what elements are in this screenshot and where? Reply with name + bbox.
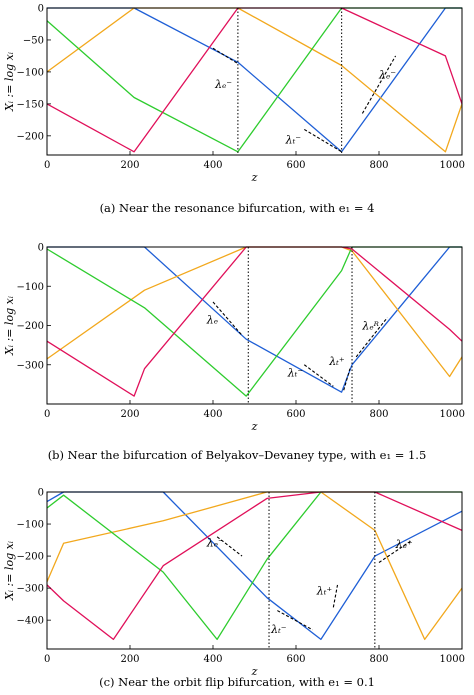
annotation-segment-2 xyxy=(361,55,397,114)
x-tick-label-3: 600 xyxy=(286,160,305,171)
annotation-segment-3 xyxy=(355,317,388,358)
x-tick-label-1: 200 xyxy=(120,654,139,665)
y-tick-label-0: 0 xyxy=(38,4,44,15)
annotation-segment-1 xyxy=(277,610,313,631)
annotation-label-1: λₜ⁻ xyxy=(270,623,287,636)
series-line-2 xyxy=(46,246,462,397)
annotation-label-1: λₜ⁻ xyxy=(285,133,302,146)
panel-c: λₑ⁻ λₜ⁻ λₜ⁺ λₑ⁺ 0 200 400 600 800 1000 0 −100 −200 −3… xyxy=(3,488,465,690)
x-tick-label-4: 800 xyxy=(369,160,388,171)
series-line-1 xyxy=(46,7,463,153)
panel-caption: (c) Near the orbit flip bifurcation, wit… xyxy=(99,675,375,689)
x-tick-label-0: 0 xyxy=(44,409,50,420)
x-tick-label-0: 0 xyxy=(44,160,50,171)
annotation-label-3: λₑᴿ xyxy=(361,319,378,332)
panel-caption: (b) Near the bifurcation of Belyakov–Dev… xyxy=(48,448,427,462)
y-tick-label-2: −200 xyxy=(17,321,44,332)
annotation-label-0: λₑ xyxy=(206,314,218,327)
annotation-label-1: λₜ⁻ xyxy=(287,367,304,380)
x-tick-label-1: 200 xyxy=(120,409,139,420)
annotation-segment-1 xyxy=(303,364,334,387)
panel-caption: (a) Near the resonance bifurcation, with… xyxy=(100,201,375,215)
y-tick-label-2: −200 xyxy=(17,552,44,563)
annotation-segment-2 xyxy=(332,584,339,608)
annotation-segment-1 xyxy=(304,128,342,153)
y-axis-label: Xᵢ := log xᵢ xyxy=(3,296,16,356)
x-tick-label-0: 0 xyxy=(44,654,50,665)
y-tick-label-0: 0 xyxy=(38,488,44,499)
y-tick-label-1: −100 xyxy=(17,282,44,293)
x-tick-label-5: 1000 xyxy=(440,409,465,420)
plot-frame xyxy=(46,7,463,156)
series-line-0 xyxy=(46,491,463,641)
y-axis-label: Xᵢ := log xᵢ xyxy=(3,52,16,112)
annotation-segment-2 xyxy=(343,368,351,391)
x-tick-label-3: 600 xyxy=(286,654,305,665)
annotation-label-3: λₑ⁺ xyxy=(395,538,413,551)
series-line-0 xyxy=(47,7,462,153)
x-tick-label-4: 800 xyxy=(369,409,388,420)
x-tick-label-4: 800 xyxy=(369,654,388,665)
y-axis-label: Xᵢ := log xᵢ xyxy=(3,541,16,601)
x-tick-label-1: 200 xyxy=(120,160,139,171)
x-axis-label: z xyxy=(251,665,258,678)
plot-frame xyxy=(46,491,463,650)
y-tick-label-3: −300 xyxy=(17,584,44,595)
y-tick-label-4: −400 xyxy=(17,616,44,627)
x-axis-label: z xyxy=(251,420,258,433)
series-line-2 xyxy=(46,491,462,641)
y-tick-label-3: −150 xyxy=(17,99,44,110)
y-tick-label-4: −200 xyxy=(17,131,44,142)
series-line-3 xyxy=(46,491,463,641)
x-tick-label-2: 400 xyxy=(203,160,222,171)
y-tick-label-2: −100 xyxy=(17,67,44,78)
annotation-label-0: λₑ⁻ xyxy=(206,536,224,549)
panel-a: λₑ⁻ λₜ⁻ λₑ⁻ 0 200 400 600 800 1000 0 −50 −100 −150 −2… xyxy=(3,4,465,216)
series-line-1 xyxy=(46,246,463,378)
series-line-3 xyxy=(46,246,463,397)
x-tick-label-2: 400 xyxy=(203,654,222,665)
panel-b: λₑ λₜ⁻ λₜ⁺ λₑᴿ 0 200 400 600 800 1000 0 −100 −200 −30… xyxy=(3,243,465,463)
series-line-2 xyxy=(46,7,462,153)
x-tick-label-3: 600 xyxy=(286,409,305,420)
annotation-label-2: λₑ⁻ xyxy=(378,68,396,81)
x-tick-label-5: 1000 xyxy=(440,160,465,171)
series-line-0 xyxy=(47,246,462,393)
y-tick-label-0: 0 xyxy=(38,243,44,254)
series-line-3 xyxy=(46,7,463,153)
x-tick-label-5: 1000 xyxy=(440,654,465,665)
annotation-segment-0 xyxy=(212,301,243,336)
y-tick-label-1: −50 xyxy=(23,35,44,46)
annotation-segment-0 xyxy=(216,536,243,557)
annotation-label-0: λₑ⁻ xyxy=(214,78,232,91)
annotation-segment-3 xyxy=(378,539,413,563)
annotation-label-2: λₜ⁺ xyxy=(316,585,333,598)
series-line-1 xyxy=(46,491,463,641)
x-axis-label: z xyxy=(251,171,258,184)
annotation-label-2: λₜ⁺ xyxy=(328,355,345,368)
y-tick-label-1: −100 xyxy=(17,520,44,531)
y-tick-label-3: −300 xyxy=(17,360,44,371)
x-tick-label-2: 400 xyxy=(203,409,222,420)
